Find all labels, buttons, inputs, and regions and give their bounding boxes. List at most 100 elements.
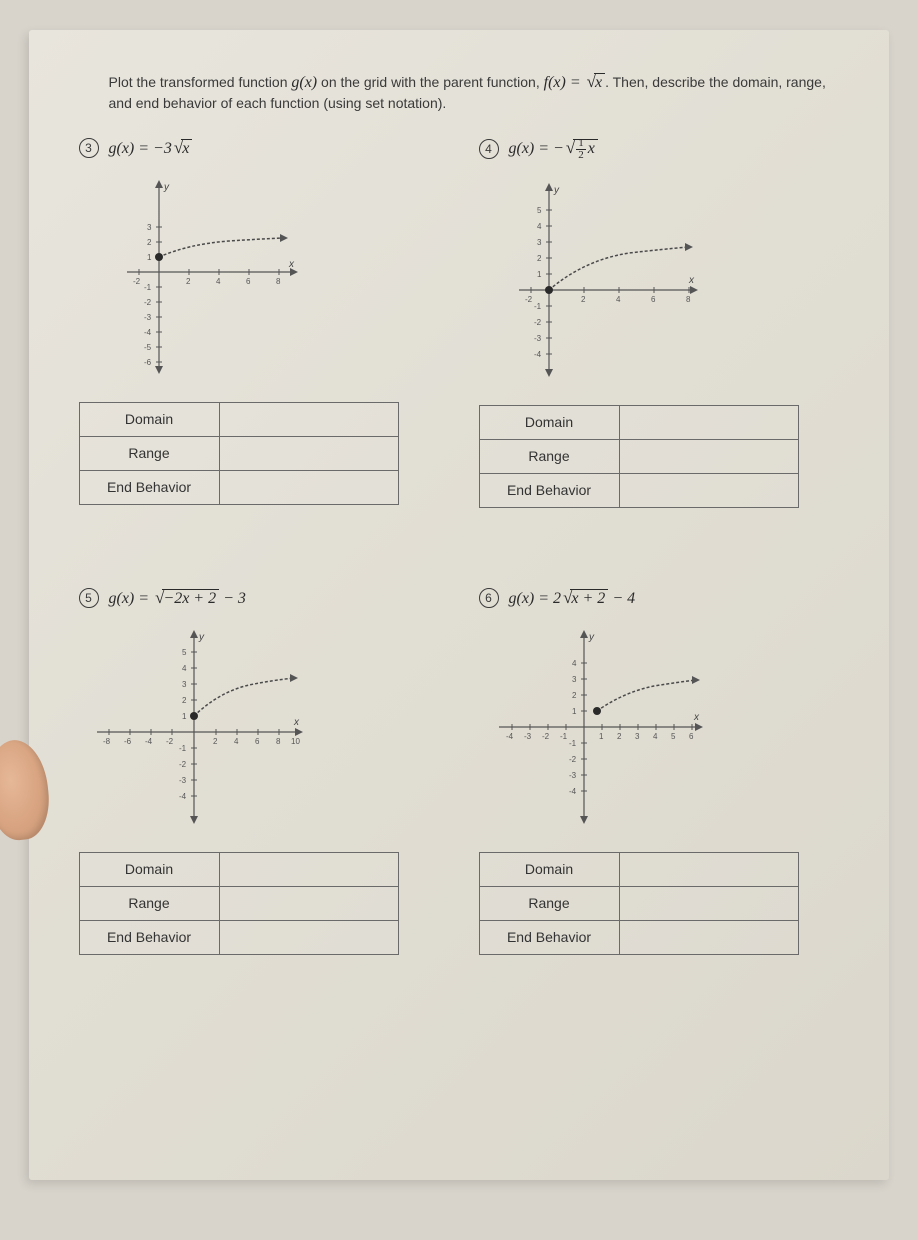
- row-end-value[interactable]: [219, 920, 398, 954]
- svg-text:-2: -2: [144, 298, 152, 307]
- row-domain-value[interactable]: [219, 852, 398, 886]
- svg-text:-1: -1: [179, 744, 187, 753]
- svg-text:-4: -4: [179, 792, 187, 801]
- problem-6-formula: g(x) = 2x + 2 − 4: [509, 588, 636, 608]
- svg-text:8: 8: [276, 737, 281, 746]
- svg-text:-2: -2: [534, 318, 542, 327]
- chart-5: 5 4 3 2 1 -1 -2 -3 -4 -8 -6 -4 -2: [89, 622, 309, 832]
- svg-text:-2: -2: [179, 760, 187, 769]
- row-range-value[interactable]: [219, 436, 398, 470]
- row-range-value[interactable]: [619, 439, 798, 473]
- svg-text:1: 1: [537, 270, 542, 279]
- svg-text:3: 3: [537, 238, 542, 247]
- worksheet-page: Plot the transformed function g(x) on th…: [29, 30, 889, 1180]
- chart-3: 3 2 1 -1 -2 -3 -4 -5 -6 -2 2 4: [89, 172, 309, 382]
- svg-text:2: 2: [147, 238, 152, 247]
- svg-text:4: 4: [572, 659, 577, 668]
- row-end-label: End Behavior: [79, 920, 219, 954]
- svg-text:3: 3: [147, 223, 152, 232]
- svg-text:-4: -4: [506, 732, 514, 741]
- svg-text:-5: -5: [144, 343, 152, 352]
- svg-text:3: 3: [572, 675, 577, 684]
- svg-text:3: 3: [635, 732, 640, 741]
- svg-text:4: 4: [653, 732, 658, 741]
- svg-text:-6: -6: [144, 358, 152, 367]
- problem-number-3: 3: [79, 138, 99, 158]
- svg-text:4: 4: [182, 664, 187, 673]
- row-domain-value[interactable]: [619, 405, 798, 439]
- problem-6: 6 g(x) = 2x + 2 − 4 4 3 2 1 -1: [479, 588, 839, 955]
- svg-text:-2: -2: [133, 277, 141, 286]
- svg-text:-1: -1: [560, 732, 568, 741]
- row-end-value[interactable]: [619, 473, 798, 507]
- svg-text:-1: -1: [534, 302, 542, 311]
- svg-text:6: 6: [651, 295, 656, 304]
- svg-text:4: 4: [537, 222, 542, 231]
- problem-5: 5 g(x) = −2x + 2 − 3 5 4 3 2 1: [79, 588, 439, 955]
- svg-text:1: 1: [572, 707, 577, 716]
- svg-text:-2: -2: [166, 737, 174, 746]
- svg-text:-1: -1: [569, 739, 577, 748]
- svg-text:-4: -4: [144, 328, 152, 337]
- svg-text:-4: -4: [569, 787, 577, 796]
- row-domain-label: Domain: [479, 852, 619, 886]
- svg-text:-4: -4: [145, 737, 153, 746]
- svg-text:1: 1: [182, 712, 187, 721]
- svg-text:2: 2: [581, 295, 586, 304]
- instructions-text: Plot the transformed function g(x) on th…: [79, 70, 839, 114]
- row-domain-value[interactable]: [619, 852, 798, 886]
- row-range-value[interactable]: [219, 886, 398, 920]
- table-5: Domain Range End Behavior: [79, 852, 399, 955]
- svg-text:5: 5: [182, 648, 187, 657]
- row-domain-label: Domain: [79, 402, 219, 436]
- svg-text:4: 4: [616, 295, 621, 304]
- svg-text:8: 8: [686, 295, 691, 304]
- problem-3: 3 g(x) = −3x 3 2 1 -1: [79, 138, 439, 508]
- table-4: Domain Range End Behavior: [479, 405, 799, 508]
- svg-text:5: 5: [671, 732, 676, 741]
- row-range-value[interactable]: [619, 886, 798, 920]
- row-end-label: End Behavior: [479, 473, 619, 507]
- svg-text:1: 1: [599, 732, 604, 741]
- problem-3-formula: g(x) = −3x: [109, 138, 193, 158]
- svg-text:2: 2: [617, 732, 622, 741]
- problems-grid: 3 g(x) = −3x 3 2 1 -1: [79, 138, 839, 955]
- row-domain-value[interactable]: [219, 402, 398, 436]
- svg-text:-8: -8: [103, 737, 111, 746]
- problem-4-header: 4 g(x) = −12x: [479, 138, 839, 161]
- row-end-label: End Behavior: [479, 920, 619, 954]
- svg-text:1: 1: [147, 253, 152, 262]
- svg-text:2: 2: [186, 277, 191, 286]
- svg-text:x: x: [688, 275, 695, 286]
- svg-text:-4: -4: [534, 350, 542, 359]
- problem-5-header: 5 g(x) = −2x + 2 − 3: [79, 588, 439, 608]
- svg-text:6: 6: [246, 277, 251, 286]
- problem-3-header: 3 g(x) = −3x: [79, 138, 439, 158]
- svg-text:-3: -3: [569, 771, 577, 780]
- problem-number-5: 5: [79, 588, 99, 608]
- row-range-label: Range: [479, 439, 619, 473]
- svg-text:-3: -3: [179, 776, 187, 785]
- svg-text:y: y: [588, 632, 595, 643]
- row-end-value[interactable]: [219, 470, 398, 504]
- svg-text:2: 2: [572, 691, 577, 700]
- svg-text:-2: -2: [569, 755, 577, 764]
- svg-text:3: 3: [182, 680, 187, 689]
- svg-text:y: y: [553, 185, 560, 196]
- svg-text:10: 10: [291, 737, 300, 746]
- problem-5-formula: g(x) = −2x + 2 − 3: [109, 588, 246, 608]
- svg-text:4: 4: [234, 737, 239, 746]
- table-6: Domain Range End Behavior: [479, 852, 799, 955]
- svg-text:2: 2: [213, 737, 218, 746]
- svg-text:x: x: [693, 712, 700, 723]
- table-3: Domain Range End Behavior: [79, 402, 399, 505]
- row-end-value[interactable]: [619, 920, 798, 954]
- svg-text:-3: -3: [144, 313, 152, 322]
- row-range-label: Range: [79, 886, 219, 920]
- svg-text:-2: -2: [525, 295, 533, 304]
- problem-6-header: 6 g(x) = 2x + 2 − 4: [479, 588, 839, 608]
- svg-text:6: 6: [689, 732, 694, 741]
- row-domain-label: Domain: [79, 852, 219, 886]
- svg-text:-3: -3: [524, 732, 532, 741]
- row-end-label: End Behavior: [79, 470, 219, 504]
